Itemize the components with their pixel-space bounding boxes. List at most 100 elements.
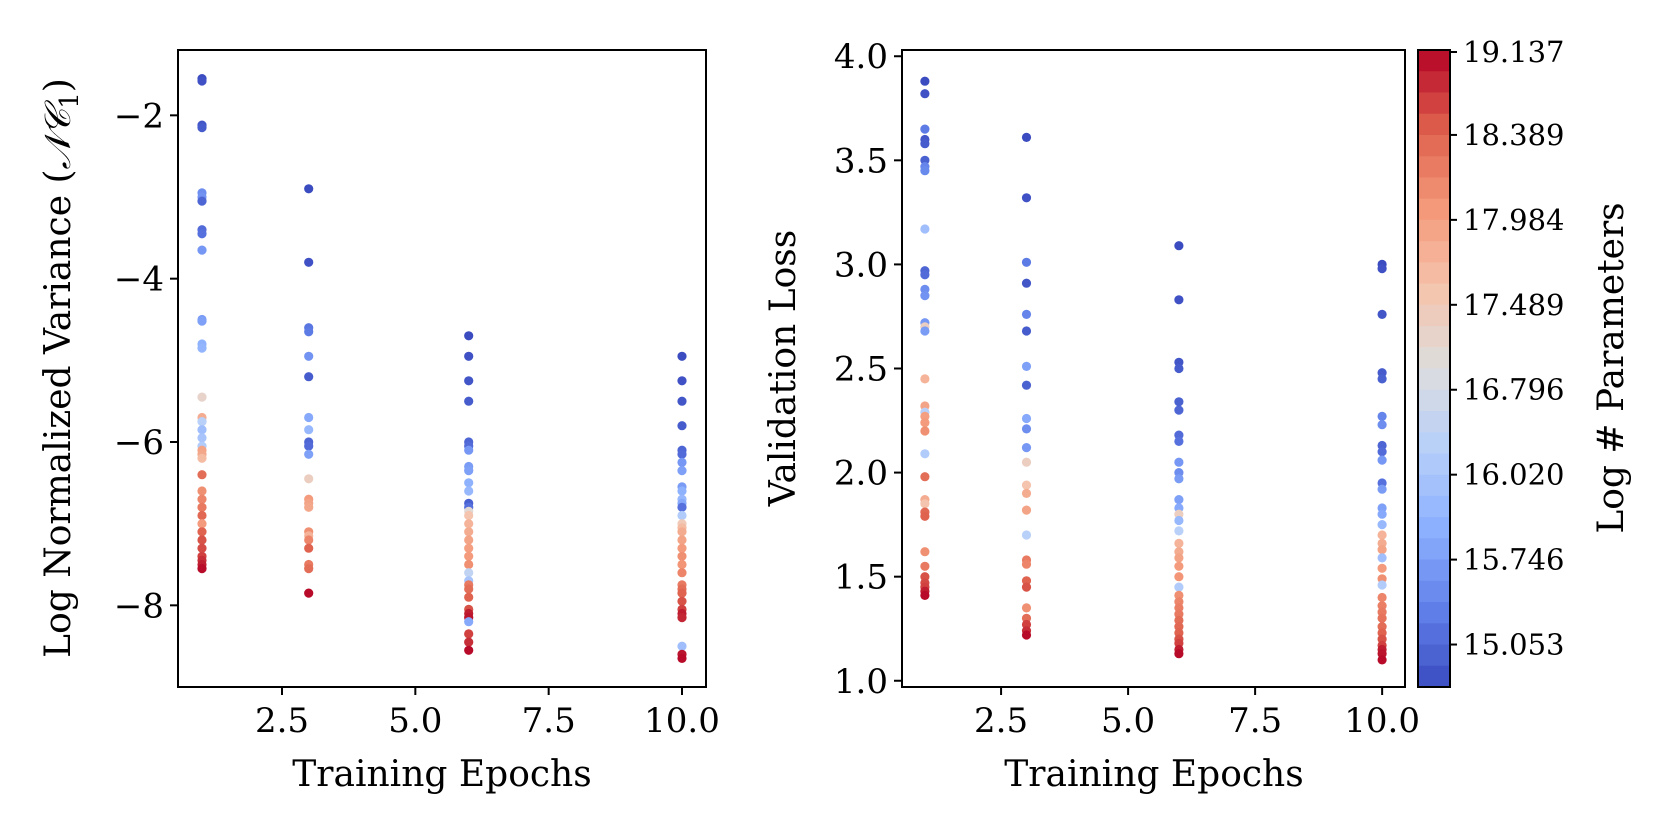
- right-data-point: [1174, 515, 1184, 526]
- right-data-point: [1377, 447, 1387, 457]
- colorbar-tick-label: 18.389: [1463, 118, 1564, 152]
- left-data-point: [304, 474, 314, 484]
- right-data-point: [1174, 609, 1184, 619]
- right-x-tick-label: 10.0: [1344, 701, 1420, 741]
- right-plot-frame: [901, 49, 1406, 688]
- right-data-point: [1021, 443, 1032, 453]
- left-data-point: [464, 527, 474, 537]
- right-data-point: [920, 224, 930, 234]
- colorbar-band: [1418, 177, 1450, 200]
- left-data-point: [197, 486, 207, 496]
- left-data-point: [197, 425, 207, 435]
- colorbar-band: [1418, 92, 1450, 115]
- colorbar-tick-label: 16.796: [1463, 373, 1564, 407]
- right-data-point: [920, 418, 930, 428]
- right-data-point: [1377, 545, 1387, 555]
- left-data-point: [677, 376, 687, 386]
- left-data-point: [464, 396, 474, 406]
- left-x-axis-label: Training Epochs: [292, 754, 591, 795]
- left-x-tick-label: 2.5: [255, 701, 309, 741]
- right-data-point: [1174, 572, 1184, 582]
- right-data-point: [1021, 132, 1032, 142]
- right-y-ticks: 1.0 1.5 2.0 2.5 3.0 3.5 4.0: [834, 37, 902, 702]
- left-scatter-points: [197, 74, 687, 664]
- right-data-point: [1174, 526, 1184, 536]
- left-data-point: [464, 519, 474, 529]
- left-data-point: [464, 351, 474, 361]
- left-data-point: [197, 392, 207, 402]
- colorbar-band: [1418, 326, 1450, 348]
- right-y-tick-label: 3.0: [834, 245, 888, 285]
- right-data-point: [920, 155, 930, 165]
- left-panel: 2.5 5.0 7.5 10.0 −8 −6 −4 −2 Training Epochs L…: [38, 49, 720, 795]
- right-data-point: [1021, 530, 1032, 540]
- left-data-point: [304, 535, 314, 545]
- right-data-point: [1021, 488, 1032, 498]
- left-data-point: [464, 486, 474, 496]
- right-data-point: [920, 449, 930, 459]
- right-data-point: [1021, 582, 1032, 592]
- right-data-point: [1021, 326, 1032, 336]
- left-data-point: [464, 510, 474, 521]
- left-data-point: [677, 588, 687, 598]
- right-data-point: [1021, 457, 1032, 467]
- right-data-point: [1377, 420, 1387, 430]
- colorbar-tick-label: 15.746: [1463, 543, 1564, 577]
- right-data-point: [1377, 613, 1387, 623]
- right-data-point: [1021, 505, 1032, 515]
- right-x-tick-label: 5.0: [1101, 701, 1155, 741]
- right-data-point: [920, 472, 930, 482]
- left-data-point: [197, 123, 207, 133]
- right-data-point: [1377, 553, 1387, 563]
- left-y-tick-label: −4: [114, 260, 164, 300]
- left-data-point: [464, 466, 474, 476]
- right-data-point: [1021, 309, 1032, 319]
- right-data-point: [1021, 424, 1032, 434]
- colorbar-band: [1418, 432, 1450, 455]
- right-data-point: [1377, 455, 1387, 465]
- colorbar-band: [1418, 559, 1450, 582]
- colorbar-band: [1418, 241, 1450, 263]
- left-data-point: [464, 331, 474, 341]
- right-data-point: [1377, 622, 1387, 632]
- colorbar-band: [1418, 602, 1450, 624]
- right-data-point: [1174, 397, 1184, 407]
- left-data-point: [197, 433, 207, 443]
- right-y-tick-label: 1.0: [834, 662, 888, 702]
- right-data-point: [1021, 603, 1032, 613]
- left-data-point: [677, 486, 687, 496]
- left-data-point: [197, 76, 207, 86]
- right-data-point: [1377, 592, 1387, 603]
- left-data-point: [464, 645, 474, 655]
- right-data-point: [1174, 649, 1184, 659]
- colorbar-band: [1418, 304, 1450, 327]
- left-data-point: [197, 196, 207, 206]
- colorbar-band: [1418, 219, 1450, 242]
- colorbar-band: [1418, 283, 1450, 306]
- left-data-point: [304, 351, 314, 361]
- right-data-point: [1174, 553, 1184, 563]
- colorbar: 19.137 18.389 17.984 17.489 16.796 16.020 15.7…: [1417, 35, 1632, 688]
- colorbar-band: [1418, 156, 1450, 178]
- right-data-point: [1174, 457, 1184, 467]
- right-data-point: [1174, 436, 1184, 446]
- right-data-point: [1377, 374, 1387, 384]
- left-data-point: [304, 502, 314, 512]
- left-data-point: [677, 568, 687, 578]
- right-y-tick-label: 2.5: [834, 350, 888, 390]
- right-data-point: [1377, 484, 1387, 494]
- colorbar-band: [1418, 389, 1450, 412]
- left-data-point: [464, 629, 474, 639]
- left-data-point: [677, 421, 687, 431]
- left-data-point: [464, 376, 474, 386]
- right-data-point: [1021, 576, 1032, 586]
- colorbar-frame: [1417, 49, 1451, 688]
- colorbar-band: [1418, 410, 1450, 433]
- colorbar-tick-label: 19.137: [1463, 35, 1564, 69]
- right-x-ticks: 2.5 5.0 7.5 10.0: [974, 687, 1420, 741]
- right-data-point: [920, 291, 930, 301]
- left-data-point: [197, 494, 207, 504]
- left-x-tick-label: 7.5: [522, 701, 576, 741]
- left-data-point: [197, 316, 207, 326]
- left-y-tick-label: −6: [114, 423, 164, 463]
